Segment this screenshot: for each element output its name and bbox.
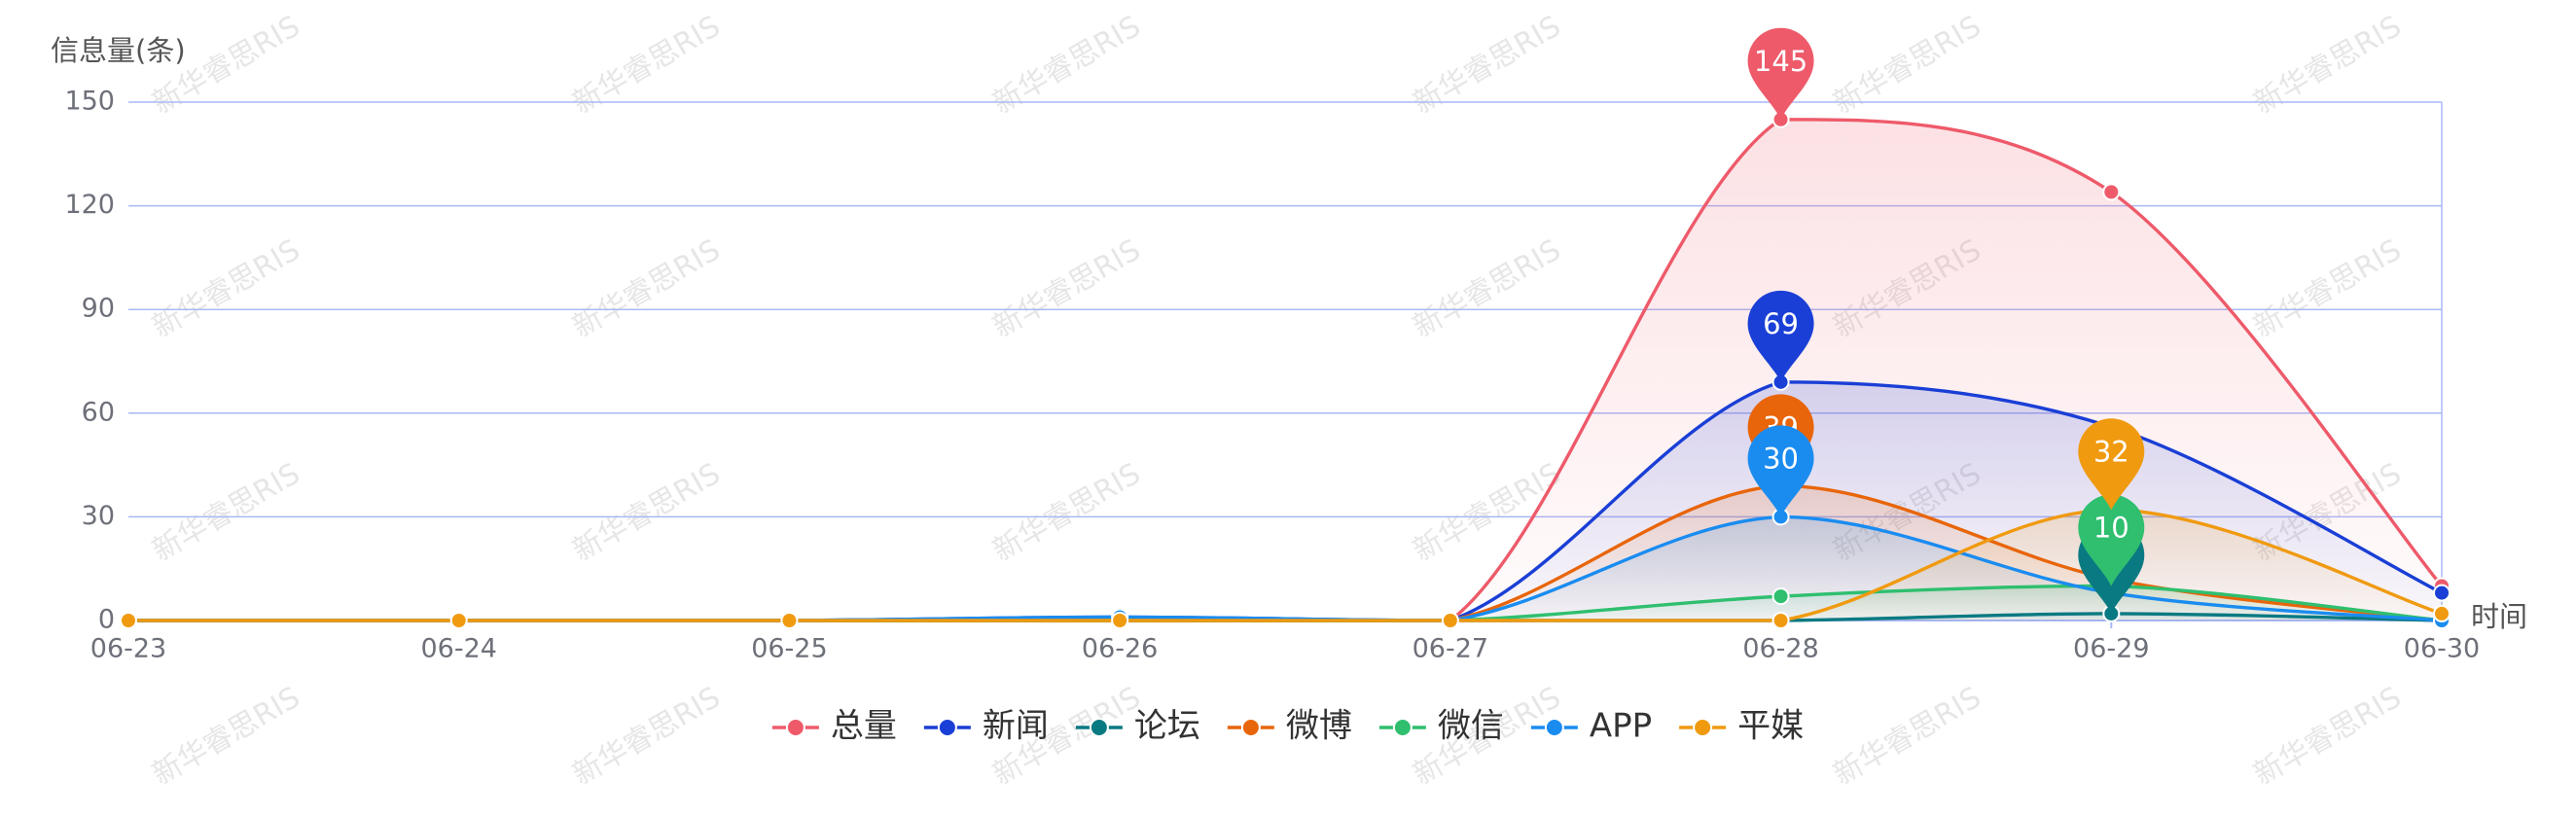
watermark: 新华睿思RIS [987,233,1147,345]
max-pin [2078,418,2145,511]
legend-marker [785,718,805,737]
y-tick-label: 90 [82,294,115,324]
watermark: 新华睿思RIS [987,10,1147,122]
legend-marker [937,718,957,737]
point [1111,612,1129,629]
x-tick-label: 06-25 [751,634,827,664]
watermark: 新华睿思RIS [2248,233,2408,345]
watermark: 新华睿思RIS [147,457,306,569]
max-pin-label: 30 [1763,442,1799,475]
point [1771,587,1790,606]
legend-marker [1240,718,1261,737]
point [1441,612,1459,629]
watermark: 新华睿思RIS [567,10,727,122]
y-tick-label: 30 [82,501,115,531]
y-axis-label: 信息量(条) [51,34,186,67]
watermark: 新华睿思RIS [567,457,727,569]
max-pin-label: 145 [1754,45,1807,78]
y-tick-label: 150 [64,87,115,117]
legend-label: 总量 [831,707,897,746]
legend-label: 新闻 [983,707,1049,746]
watermark: 新华睿思RIS [1828,681,1987,793]
max-pin [1747,27,1814,120]
max-pin [1747,425,1814,517]
watermark: 新华睿思RIS [567,681,727,793]
point [449,612,468,629]
legend-marker [1089,718,1109,737]
legend-label: 微信 [1438,707,1504,746]
max-pin [2078,494,2145,586]
x-tick-label: 06-28 [1742,634,1818,664]
watermark: 新华睿思RIS [147,233,306,345]
x-tick-label: 06-27 [1413,634,1488,664]
watermark: 新华睿思RIS [567,233,727,345]
watermark: 新华睿思RIS [1408,10,1567,122]
watermark: 新华睿思RIS [1408,233,1567,345]
watermark: 新华睿思RIS [1828,10,1987,122]
point [780,612,799,629]
legend-label: 平媒 [1737,707,1804,746]
x-tick-label: 06-30 [2404,634,2480,664]
series-area [128,510,2442,621]
legend-label: 论坛 [1134,707,1200,746]
watermark: 新华睿思RIS [2248,681,2408,793]
x-tick-label: 06-26 [1082,634,1158,664]
max-pin [1747,290,1814,382]
x-axis-label: 时间 [2471,600,2527,633]
watermark: 新华睿思RIS [147,681,306,793]
max-pin-label: 69 [1763,307,1799,340]
point [2102,183,2121,201]
legend-marker [1544,718,1564,737]
point [1771,612,1790,629]
point [2433,584,2451,602]
x-tick-label: 06-23 [90,634,166,664]
point [2433,604,2451,622]
max-pin-label: 32 [2093,435,2129,468]
watermark: 新华睿思RIS [987,457,1147,569]
watermark: 新华睿思RIS [2248,10,2408,122]
legend-marker [1392,718,1413,737]
legend-label: APP [1590,707,1652,746]
point [120,612,137,629]
legend-marker [1693,718,1713,737]
series-line [127,508,2443,622]
legend: 总量 新闻 论坛 微博 微信 APP 平媒 [771,707,1804,746]
legend-label: 微博 [1286,707,1352,746]
y-tick-label: 120 [64,190,115,220]
y-tick-label: 60 [82,397,115,427]
max-pin-label: 10 [2093,511,2129,544]
x-tick-label: 06-24 [420,634,496,664]
y-tick-label: 0 [98,605,115,635]
x-tick-label: 06-29 [2073,634,2149,664]
